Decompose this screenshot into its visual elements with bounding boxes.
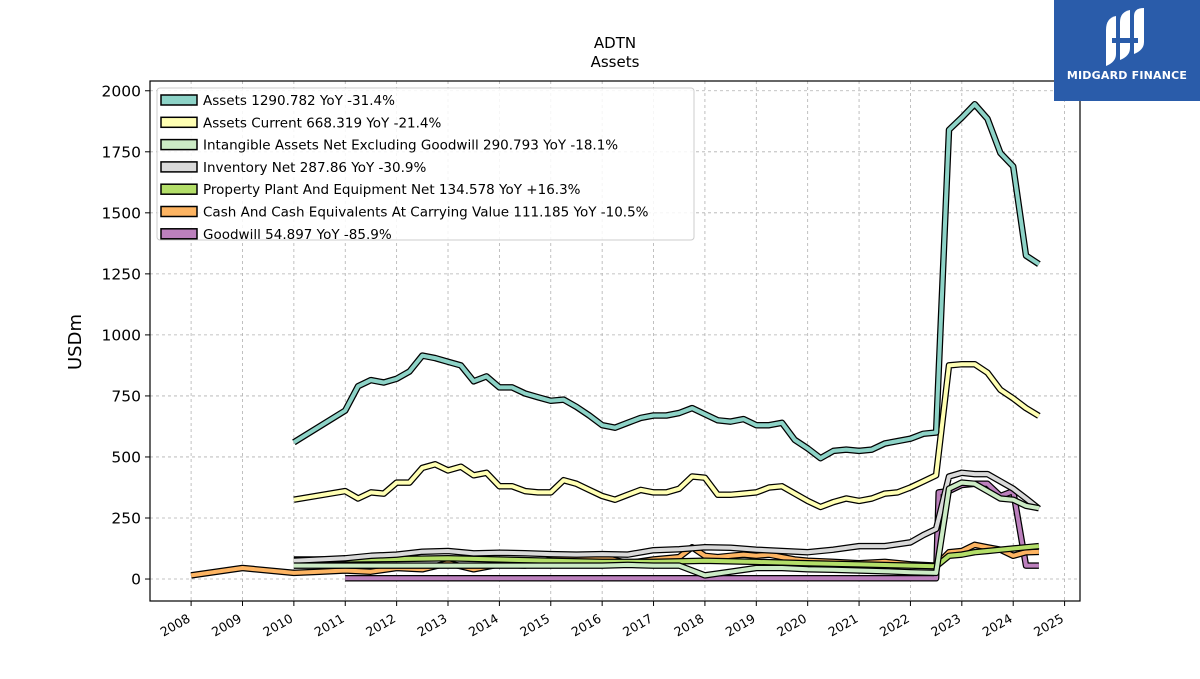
series-line [293, 469, 1041, 564]
x-tick-label: 2023 [928, 611, 963, 640]
y-tick-label: 0 [131, 571, 141, 589]
legend-swatch [160, 228, 198, 240]
x-tick-label: 2024 [980, 611, 1015, 640]
x-tick-label: 2011 [312, 611, 347, 640]
x-tick-label: 2022 [877, 611, 912, 640]
y-axis-label: USDm [65, 314, 86, 370]
x-tick-label: 2014 [466, 611, 501, 640]
x-tick-label: 2010 [260, 611, 295, 640]
midgard-logo-icon [1106, 8, 1144, 66]
x-tick-label: 2021 [826, 611, 861, 640]
x-tick-label: 2013 [414, 611, 449, 640]
x-tick-label: 2025 [1031, 611, 1066, 640]
x-tick-label: 2018 [671, 611, 706, 640]
y-tick-label: 2000 [102, 82, 141, 100]
series-stroke [190, 542, 1039, 578]
legend-swatch [160, 138, 198, 151]
y-axis-ticks: 0 250 500 750 1000 1250 1500 1750 2000 [102, 82, 150, 589]
y-tick-label: 750 [111, 387, 141, 405]
x-tick-label: 2012 [363, 611, 398, 640]
legend-swatch [160, 183, 198, 195]
legend-entry: Assets 1290.782 YoY -31.4% [203, 93, 395, 109]
x-tick-label: 2016 [569, 611, 604, 640]
legend-entry: Intangible Assets Net Excluding Goodwill… [203, 138, 618, 154]
series-outline [293, 469, 1041, 564]
series-line [293, 479, 1040, 579]
y-tick-label: 1000 [102, 326, 141, 344]
series-stroke [293, 544, 1040, 569]
series-line [292, 100, 1041, 462]
legend: Assets 1290.782 YoY -31.4% Assets Current… [156, 87, 695, 243]
brand-name: MIDGARD FINANCE [1066, 69, 1188, 82]
legend-swatch [160, 116, 198, 129]
series-stroke [293, 480, 1040, 578]
x-tick-label: 2008 [158, 611, 193, 640]
legend-entry: Inventory Net 287.86 YoY -30.9% [203, 160, 426, 176]
y-tick-label: 500 [111, 448, 141, 466]
series-line [345, 480, 1039, 582]
x-tick-label: 2009 [209, 611, 244, 640]
chart-title: ADTN [594, 34, 636, 52]
y-tick-label: 1500 [102, 204, 141, 222]
legend-swatch [160, 94, 198, 106]
legend-swatch [160, 205, 198, 218]
legend-entry: Cash And Cash Equivalents At Carrying Va… [203, 205, 649, 221]
series-stroke [292, 102, 1041, 461]
chart-subtitle: Assets [591, 53, 640, 71]
series-line [293, 360, 1041, 511]
series-stroke [345, 481, 1039, 581]
legend-entry: Assets Current 668.319 YoY -21.4% [203, 115, 442, 131]
plot-frame [149, 80, 1081, 602]
x-tick-label: 2015 [517, 611, 552, 640]
series-stroke [293, 470, 1041, 563]
legend-entry: Property Plant And Equipment Net 134.578… [203, 182, 581, 198]
legend-box [156, 87, 695, 241]
x-tick-label: 2019 [723, 611, 758, 640]
y-tick-label: 1750 [102, 143, 141, 161]
y-tick-label: 250 [111, 509, 141, 527]
y-tick-label: 1250 [102, 265, 141, 283]
legend-swatch [160, 161, 198, 173]
legend-entry: Goodwill 54.897 YoY -85.9% [203, 227, 392, 243]
series-line [190, 541, 1039, 579]
series-line [293, 542, 1040, 570]
series-lines [190, 100, 1041, 582]
brand-logo: MIDGARD FINANCE [1054, 0, 1200, 101]
x-tick-label: 2017 [620, 611, 655, 640]
x-tick-label: 2020 [774, 611, 809, 640]
series-stroke [293, 362, 1040, 509]
x-axis-ticks: 2008 2009 2010 2011 2012 2013 2014 2015 2016 2017… [158, 601, 1066, 640]
